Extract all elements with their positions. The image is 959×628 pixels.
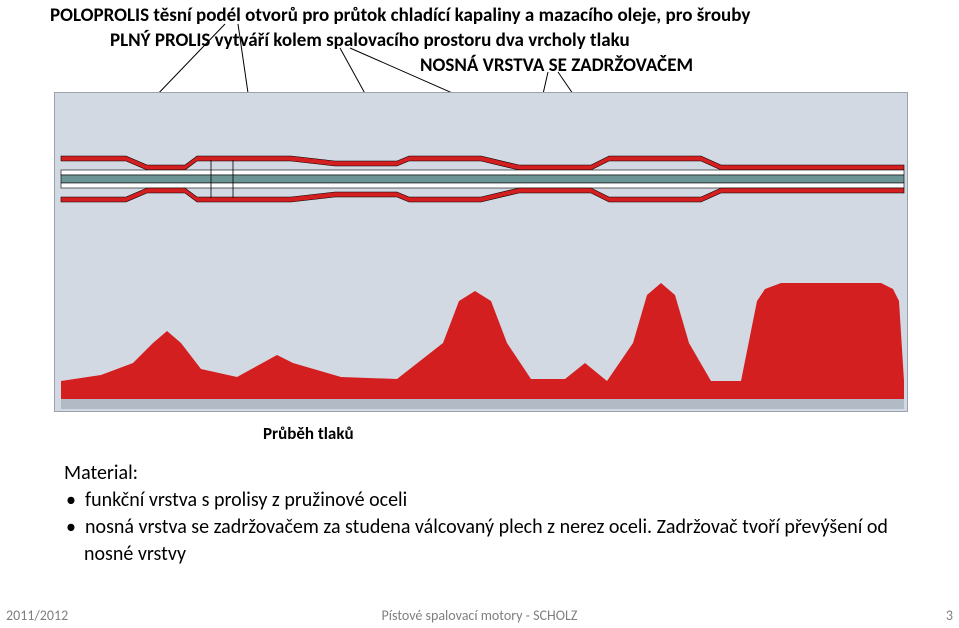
- pressure-label: Průběh tlaků: [263, 423, 354, 444]
- material-bullet-2: nosná vrstva se zadržovačem za studena v…: [66, 514, 888, 541]
- pressure-graph: [56, 271, 908, 411]
- footer-right: 3: [946, 607, 953, 624]
- slide-footer: 2011/2012 Pístové spalovací motory - SCH…: [6, 607, 953, 624]
- material-title: Material:: [64, 460, 888, 487]
- footer-left: 2011/2012: [6, 607, 68, 624]
- figure-panel: Průběh tlaků: [54, 92, 908, 412]
- material-block: Material: funkční vrstva s prolisy z pru…: [64, 460, 888, 568]
- cross-section-diagram: [56, 152, 908, 212]
- material-bullet-1: funkční vrstva s prolisy z pružinové oce…: [66, 487, 888, 514]
- material-bullet-2-cont: nosné vrstvy: [84, 541, 888, 568]
- footer-center: Pístové spalovací motory - SCHOLZ: [382, 607, 578, 624]
